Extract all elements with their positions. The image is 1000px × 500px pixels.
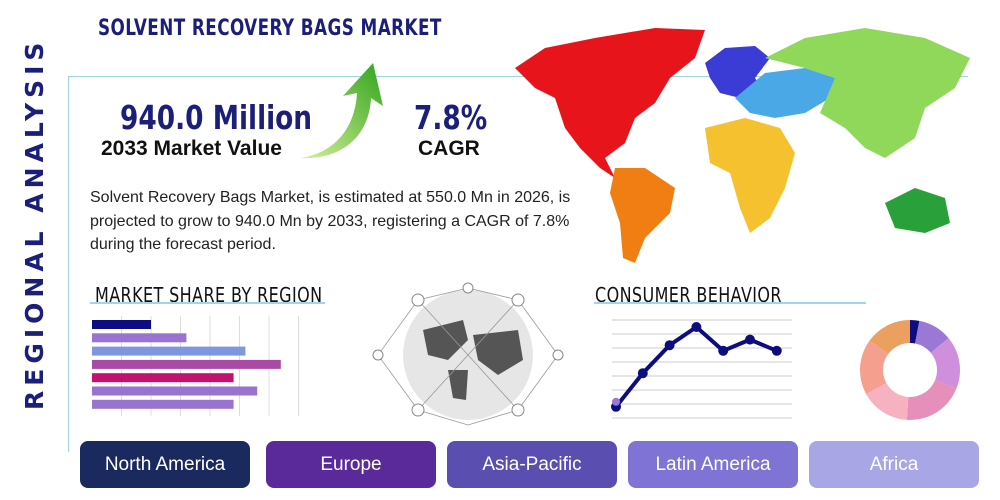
line-point: [637, 368, 648, 379]
map-africa: [705, 118, 795, 233]
bar: [92, 333, 187, 343]
market-share-bar-chart: [92, 316, 299, 416]
region-button-africa[interactable]: Africa: [809, 441, 979, 488]
donut-slice: [860, 340, 889, 395]
region-button-latin-america[interactable]: Latin America: [628, 441, 798, 488]
bar: [92, 346, 246, 356]
line-point: [771, 345, 782, 356]
frame: [68, 76, 968, 452]
donut-slice: [866, 383, 909, 420]
consumer-donut-chart: [860, 320, 960, 420]
market-value: 940.0 Million: [120, 98, 313, 137]
cagr-value: 7.8%: [414, 98, 488, 137]
donut-slice: [910, 320, 920, 344]
side-label: REGIONAL ANALYSIS: [20, 37, 49, 410]
map-north-america: [515, 28, 705, 178]
world-map: [515, 28, 970, 263]
donut-slice: [930, 338, 960, 389]
consumer-line-chart: [611, 319, 792, 419]
bar: [92, 399, 234, 409]
divider: [90, 302, 325, 304]
bar: [92, 320, 151, 329]
market-value-label: 2033 Market Value: [101, 137, 282, 160]
bar: [92, 386, 258, 396]
region-button-north-america[interactable]: North America: [80, 441, 250, 488]
map-middle-east: [735, 68, 835, 118]
cagr-label: CAGR: [418, 137, 480, 160]
bar: [92, 359, 281, 369]
description: Solvent Recovery Bags Market, is estimat…: [90, 189, 571, 253]
donut-slice: [915, 320, 949, 353]
map-south-america: [610, 168, 675, 263]
map-asia: [765, 28, 970, 158]
bar: [92, 373, 234, 383]
region-button-europe[interactable]: Europe: [266, 441, 436, 488]
line-point: [612, 397, 620, 406]
page-title: SOLVENT RECOVERY BAGS MARKET: [98, 16, 442, 41]
donut-slice: [906, 379, 957, 420]
region-button-asia-pacific[interactable]: Asia-Pacific: [447, 441, 617, 488]
growth-arrow-icon: [300, 63, 383, 159]
line-point: [745, 334, 755, 345]
line-point: [691, 322, 702, 332]
network-globe-illustration: [372, 282, 564, 426]
line-point: [664, 340, 675, 351]
line-point: [718, 345, 729, 356]
map-oceania: [885, 188, 950, 233]
donut-slice: [869, 320, 910, 355]
divider: [594, 302, 866, 304]
